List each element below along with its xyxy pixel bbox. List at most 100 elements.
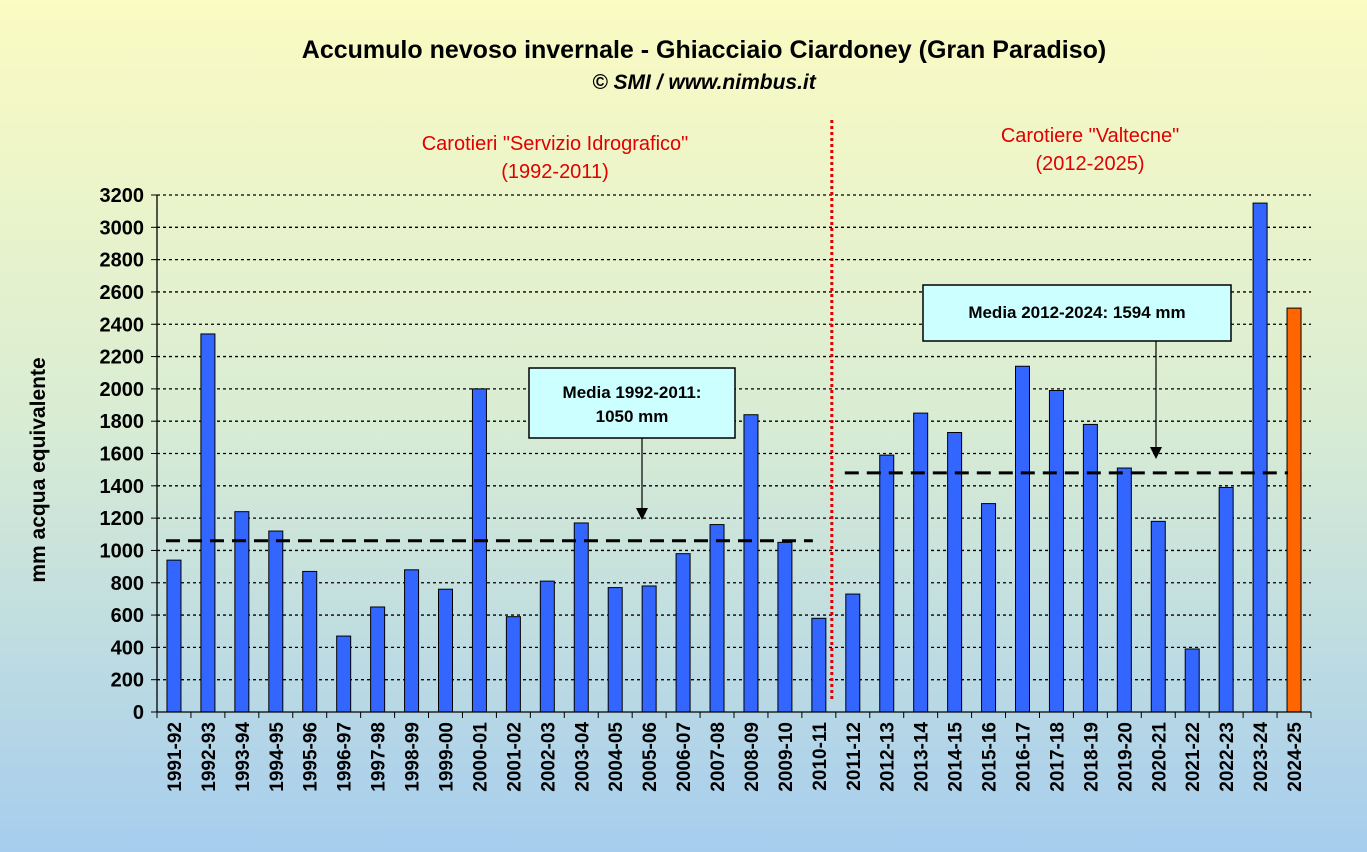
callout-1-line2: 1050 mm <box>596 407 669 426</box>
x-tick-label: 2024-25 <box>1285 722 1306 792</box>
x-tick-label: 2013-14 <box>912 722 933 792</box>
callout-mean-2012-2024: Media 2012-2024: 1594 mm <box>922 284 1232 459</box>
x-tick-label: 2022-23 <box>1217 722 1238 792</box>
x-tick-label: 2018-19 <box>1081 722 1102 792</box>
y-tick-label: 3200 <box>100 185 145 207</box>
x-tick-label: 2003-04 <box>572 722 593 792</box>
bar <box>1218 486 1234 713</box>
bar <box>573 522 589 713</box>
x-tick-label: 2010-11 <box>810 722 831 791</box>
x-tick-label: 2004-05 <box>606 722 627 792</box>
callout-2-line1: Media 2012-2024: 1594 mm <box>968 303 1185 322</box>
chart-subtitle: © SMI / www.nimbus.it <box>592 71 817 94</box>
x-tick-label: 2023-24 <box>1251 722 1272 792</box>
bar <box>845 593 861 713</box>
bar <box>200 333 216 713</box>
bar <box>607 587 623 713</box>
bar <box>1116 467 1132 713</box>
y-tick-label: 1800 <box>100 411 145 433</box>
bar <box>1150 520 1166 713</box>
x-tick-label: 2014-15 <box>946 722 967 792</box>
bar <box>1082 423 1098 713</box>
x-tick-label: 1999-00 <box>437 722 458 792</box>
x-tick-label: 2001-02 <box>504 722 525 792</box>
bar <box>1252 202 1268 713</box>
x-tick-label: 2009-10 <box>776 722 797 792</box>
chart-title: Accumulo nevoso invernale - Ghiacciaio C… <box>302 36 1106 64</box>
y-tick-label: 400 <box>111 637 144 659</box>
x-tick-label: 2016-17 <box>1014 722 1035 792</box>
bar <box>438 588 453 713</box>
y-tick-label: 1000 <box>100 540 145 562</box>
bar <box>268 530 284 713</box>
x-tick-label: 2002-03 <box>538 722 559 792</box>
bar <box>1015 365 1030 713</box>
bar <box>675 553 691 713</box>
section-label-2-line2: (2012-2025) <box>1036 153 1145 175</box>
x-tick-label: 1994-95 <box>267 722 288 792</box>
x-tick-label: 2021-22 <box>1183 722 1204 792</box>
bar <box>166 559 182 713</box>
section-label-2-line1: Carotiere "Valtecne" <box>1001 125 1179 147</box>
y-tick-label: 200 <box>111 670 144 692</box>
bar <box>539 580 555 713</box>
bar <box>777 541 793 713</box>
y-tick-label: 600 <box>111 605 144 627</box>
bar <box>1048 389 1064 713</box>
bars <box>166 202 1302 713</box>
callout-1-line1: Media 1992-2011: <box>563 383 702 402</box>
x-tick-label: 2019-20 <box>1115 722 1136 792</box>
bar <box>471 388 487 713</box>
x-tick-label: 1998-99 <box>403 722 424 792</box>
bar <box>947 431 963 713</box>
x-tick-label: 2007-08 <box>708 722 729 792</box>
x-tick-label: 2012-13 <box>878 722 899 792</box>
x-tick-label: 2005-06 <box>640 722 661 792</box>
y-tick-label: 2000 <box>100 379 145 401</box>
bar <box>743 414 759 713</box>
bar <box>981 503 997 713</box>
y-tick-label: 2400 <box>100 314 145 336</box>
bar <box>404 569 420 713</box>
x-tick-label: 2017-18 <box>1047 722 1068 792</box>
x-tick-label: 2000-01 <box>470 722 491 792</box>
callout-mean-1992-2011: Media 1992-2011: 1050 mm <box>528 367 736 520</box>
callout-box-1 <box>528 367 736 439</box>
y-tick-label: 1600 <box>100 444 145 466</box>
bar <box>913 412 929 713</box>
y-tick-label: 1400 <box>100 476 145 498</box>
bar <box>1286 307 1302 713</box>
callout-1-arrow-head <box>636 508 648 520</box>
callout-2-arrow-head <box>1150 447 1162 459</box>
x-tick-label: 1992-93 <box>199 722 220 792</box>
callout-box-2 <box>922 284 1232 342</box>
x-tick-label: 2020-21 <box>1149 722 1170 792</box>
bar <box>811 617 827 713</box>
x-tick-label: 1991-92 <box>165 722 186 792</box>
y-tick-label: 800 <box>111 573 144 595</box>
bar <box>879 454 895 713</box>
x-axis-ticks: 1991-92 1992-93 1993-94 1994-95 1995-96 1996-… <box>156 712 1312 792</box>
x-tick-label: 1993-94 <box>233 722 254 792</box>
bar <box>302 570 318 713</box>
y-tick-label: 2200 <box>100 347 145 369</box>
x-tick-label: 1997-98 <box>369 722 390 792</box>
x-tick-label: 2011-12 <box>844 722 865 791</box>
x-tick-label: 1995-96 <box>301 722 322 792</box>
x-tick-label: 2006-07 <box>674 722 695 792</box>
bar <box>641 585 657 713</box>
y-tick-label: 2600 <box>100 282 145 304</box>
y-tick-label: 2800 <box>100 250 145 272</box>
y-tick-label: 0 <box>133 702 144 724</box>
y-tick-label: 1200 <box>100 508 145 530</box>
bar <box>336 635 352 713</box>
section-label-1-line1: Carotieri "Servizio Idrografico" <box>422 133 689 155</box>
bar <box>709 524 725 713</box>
x-tick-label: 1996-97 <box>335 722 356 792</box>
bar <box>1184 648 1200 713</box>
y-axis-ticks: 0 200 400 600 800 1000 1200 1400 1600 1800 2000 220… <box>100 185 157 724</box>
bar <box>370 606 386 713</box>
x-tick-label: 2008-09 <box>742 722 763 792</box>
section-label-1-line2: (1992-2011) <box>501 161 608 183</box>
